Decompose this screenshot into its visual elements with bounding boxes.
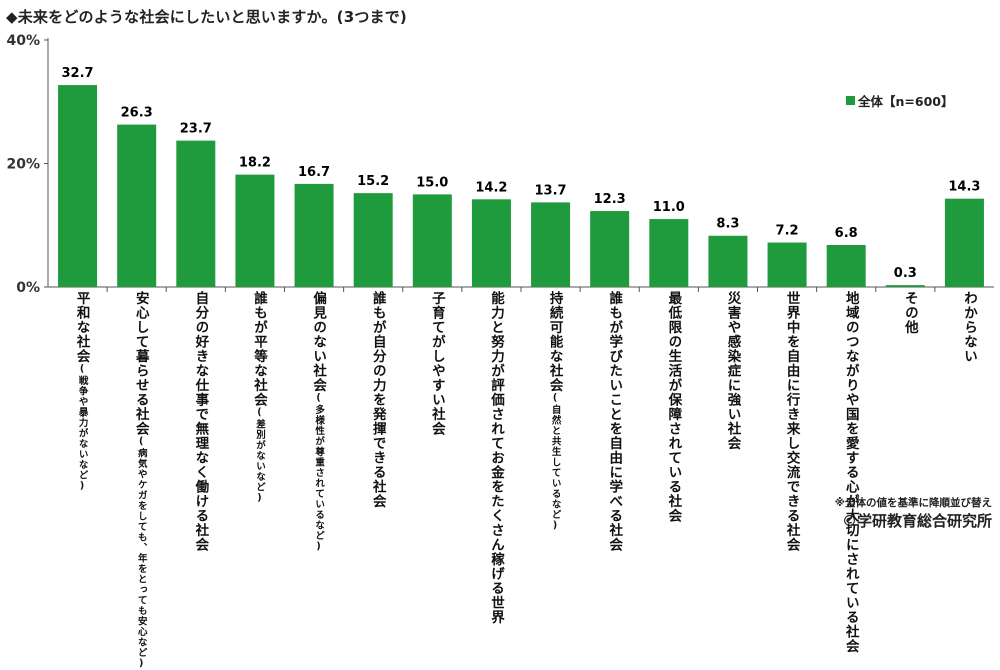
copyright-credit: ©学研教育総合研究所 [841, 512, 992, 530]
bar-chart: 0% 20% 40% 32.7 26.3 23.7 18.2 16.7 15.2 15.0 14.2… [6, 33, 994, 296]
category-sub-text: (多様性が尊重されているなど) [313, 392, 325, 554]
data-label: 8.3 [716, 217, 739, 232]
category-label: 自分の好きな仕事で無理なく働ける社会 [192, 291, 208, 552]
category-main-text: 災害や感染症に強い社会 [724, 291, 741, 451]
data-label: 18.2 [239, 156, 271, 171]
category-main-text: 子育てがしやすい社会 [428, 291, 445, 436]
category-label: 能力と努力が評価されてお金をたくさん稼げる世界 [488, 291, 504, 625]
data-label: 0.3 [894, 266, 917, 281]
category-sub-text: (戦争や暴力がないなど) [76, 363, 88, 493]
category-label: 平和な社会(戦争や暴力がないなど) [73, 291, 90, 493]
data-label: 32.7 [62, 66, 94, 81]
data-label: 15.2 [357, 174, 389, 189]
category-sub-text: (差別がないなど) [253, 407, 265, 505]
bar [294, 183, 334, 287]
category-main-text: 安心して暮らせる社会 [132, 291, 149, 436]
bar [471, 199, 511, 287]
category-main-text: 世界中を自由に行き来し交流できる社会 [783, 291, 800, 552]
data-label: 11.0 [653, 200, 685, 215]
bar [353, 193, 393, 287]
category-label: 災害や感染症に強い社会 [724, 291, 741, 486]
data-label: 16.7 [298, 165, 330, 180]
bar [176, 140, 216, 287]
category-label: 誰もが平等な社会(差別がないなど) [250, 291, 267, 505]
y-tick-label: 20% [6, 157, 40, 173]
legend-label: 全体【n=600】 [858, 94, 954, 109]
category-main-text: その他 [901, 291, 918, 335]
bar [708, 235, 748, 287]
category-label: 偏見のない社会(多様性が尊重されているなど) [310, 291, 327, 553]
category-label: 世界中を自由に行き来し交流できる社会 [784, 291, 800, 552]
bar [58, 85, 98, 287]
category-main-text: 能力と努力が評価されてお金をたくさん稼げる世界 [487, 291, 504, 625]
category-main-text: 偏見のない社会 [310, 291, 327, 393]
category-sub-text: (病気やケガをしても、年をとっても安心など) [135, 436, 147, 670]
y-tick-label: 40% [6, 33, 40, 49]
bar [826, 245, 866, 287]
y-tick-label: 0% [16, 280, 40, 296]
category-label: わからない [960, 291, 977, 486]
bar [885, 285, 925, 287]
bar [590, 211, 630, 287]
category-main-text: 誰もが自分の力を発揮できる社会 [369, 291, 386, 509]
category-label: その他 [901, 291, 918, 486]
data-label: 7.2 [776, 224, 799, 239]
category-main-text: 地域のつながりや国を愛する心が大切にされている社会 [842, 291, 859, 654]
category-main-text: 誰もが学びたいことを自由に学べる社会 [606, 291, 623, 552]
legend-swatch [846, 96, 855, 105]
category-label: 誰もが自分の力を発揮できる社会 [370, 291, 386, 509]
category-main-text: 平和な社会 [73, 291, 90, 364]
data-label: 14.3 [948, 180, 980, 195]
sort-note: ※全体の値を基準に降順並び替え [834, 497, 992, 509]
data-label: 15.0 [416, 175, 448, 190]
bar [944, 198, 984, 287]
category-main-text: 持続可能な社会 [546, 291, 563, 393]
bar [649, 219, 689, 287]
category-main-text: 誰もが平等な社会 [250, 291, 267, 407]
category-label: 子育てがしやすい社会 [428, 291, 445, 486]
bar [531, 202, 571, 287]
category-sub-text: (自然と共生しているなど) [549, 392, 561, 533]
bar [117, 124, 157, 287]
category-label: 地域のつながりや国を愛する心が大切にされている社会 [843, 291, 859, 654]
chart-title: ◆未来をどのような社会にしたいと思いますか。(3つまで) [6, 8, 407, 26]
category-main-text: 最低限の生活が保障されている社会 [665, 291, 682, 523]
data-label: 26.3 [121, 106, 153, 121]
data-label: 12.3 [594, 192, 626, 207]
bar [767, 242, 807, 287]
legend: 全体【n=600】 [846, 91, 953, 110]
category-label: 最低限の生活が保障されている社会 [665, 291, 681, 523]
bar [235, 174, 275, 287]
data-label: 14.2 [475, 180, 507, 195]
category-label: 安心して暮らせる社会(病気やケガをしても、年をとっても安心など) [132, 291, 149, 670]
data-label: 6.8 [835, 226, 858, 241]
data-label: 23.7 [180, 122, 212, 137]
category-main-text: 自分の好きな仕事で無理なく働ける社会 [192, 291, 209, 552]
category-label: 持続可能な社会(自然と共生しているなど) [546, 291, 563, 532]
bar [412, 194, 452, 287]
category-main-text: わからない [960, 291, 977, 364]
data-label: 13.7 [535, 183, 567, 198]
category-label: 誰もが学びたいことを自由に学べる社会 [606, 291, 622, 552]
